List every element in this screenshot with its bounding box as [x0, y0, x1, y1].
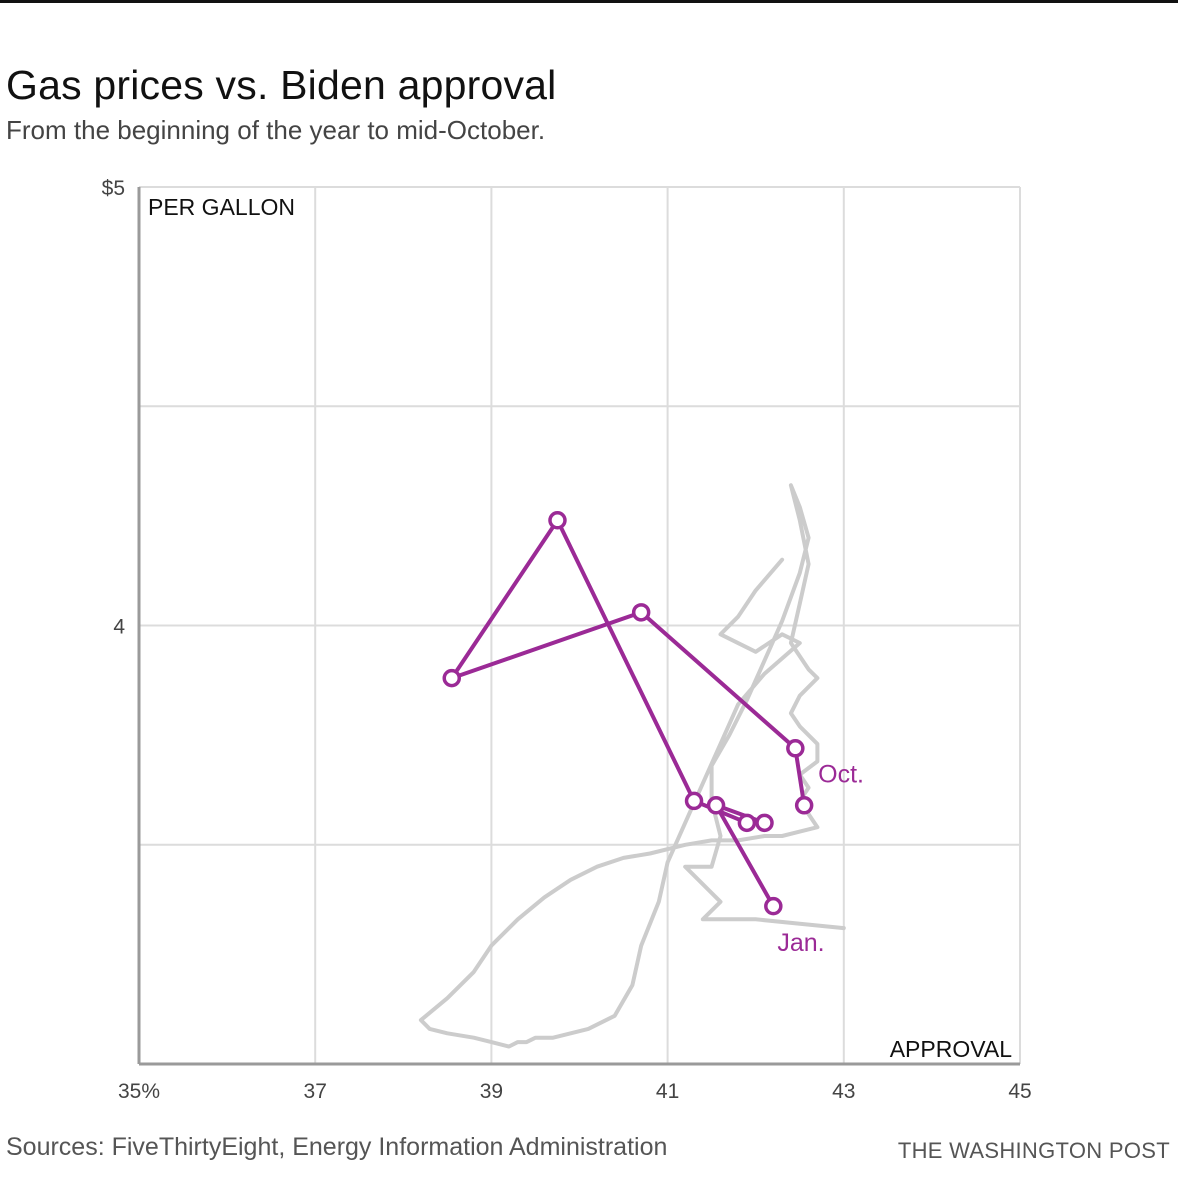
x-tick-label: 35%	[118, 1080, 160, 1103]
series	[418, 483, 846, 1049]
axes	[137, 187, 1020, 1066]
daily-series-line	[418, 483, 846, 1049]
monthly-point-marker	[548, 511, 567, 530]
y-tick-label: 4	[113, 616, 125, 639]
monthly-point-marker	[442, 668, 462, 688]
monthly-point-marker	[786, 739, 805, 758]
x-axis-label: APPROVAL	[890, 1036, 1012, 1062]
monthly-point-marker	[764, 896, 783, 916]
y-tick-label: $5	[102, 177, 125, 200]
monthly-point-marker	[684, 791, 704, 811]
annotation-oct: Oct.	[818, 760, 864, 788]
x-tick-label: 45	[1008, 1080, 1031, 1103]
annotation-jan: Jan.	[777, 929, 824, 957]
x-tick-label: 43	[832, 1080, 855, 1103]
monthly-point-marker	[755, 813, 774, 833]
top-rule	[0, 0, 1178, 3]
grid-lines	[139, 186, 1021, 1064]
monthly-point-marker	[706, 796, 726, 815]
y-axis-label: PER GALLON	[148, 194, 295, 220]
monthly-series-line	[449, 518, 807, 909]
x-tick-label: 37	[304, 1080, 327, 1103]
x-tick-label: 41	[656, 1080, 679, 1103]
monthly-point-marker	[737, 813, 757, 833]
monthly-point-marker	[631, 603, 651, 622]
chart-subtitle: From the beginning of the year to mid-Oc…	[6, 115, 546, 145]
x-tick-label: 39	[480, 1080, 503, 1103]
tick-labels: 35% 37 39 41 43 45 $5 4	[102, 177, 1032, 1103]
chart-title: Gas prices vs. Biden approval	[6, 62, 557, 108]
source-note: Sources: FiveThirtyEight, Energy Informa…	[6, 1133, 668, 1161]
annotations: Jan. Oct.	[777, 760, 864, 957]
markers	[442, 511, 814, 916]
publisher-credit: THE WASHINGTON POST	[897, 1138, 1170, 1163]
monthly-point-marker	[794, 796, 814, 815]
